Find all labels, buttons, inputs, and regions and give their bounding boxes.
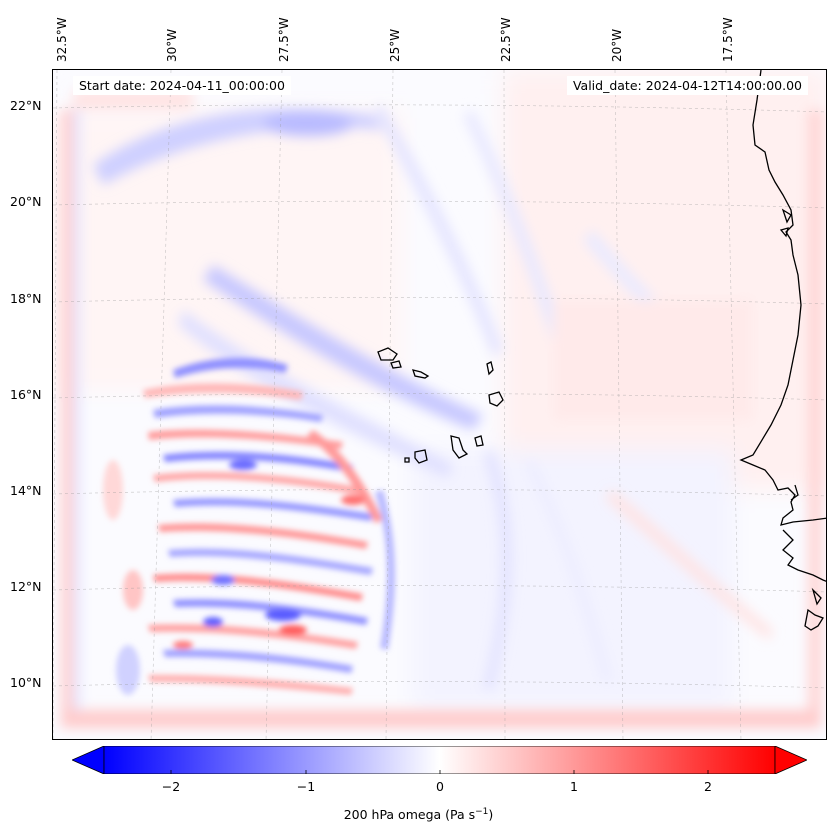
- cape-verde-santiago: [450, 435, 469, 459]
- lon-label-30W: 30°W: [165, 28, 179, 62]
- lon-label-27.5W: 27.5°W: [277, 17, 291, 62]
- omega-field-map: [53, 70, 826, 739]
- map-panel: Start date: 2024-04-11_00:00:00 Valid_da…: [52, 69, 827, 740]
- lat-label-10N: 10°N: [10, 675, 42, 690]
- cape-verde-brava: [404, 457, 410, 463]
- lat-label-22N: 22°N: [10, 98, 42, 113]
- graticule: [53, 70, 826, 739]
- africa-coastline: [739, 70, 826, 526]
- lon-label-22.5W: 22.5°W: [499, 17, 513, 62]
- cape-verde-sal: [486, 361, 494, 376]
- colorbar: [72, 746, 807, 774]
- coastlines: [377, 70, 826, 631]
- colorbar-tick-neg1: −1: [296, 779, 316, 794]
- lat-label-14N: 14°N: [10, 483, 42, 498]
- colorbar-title: 200 hPa omega (Pa s−1): [343, 807, 494, 823]
- lat-label-18N: 18°N: [10, 291, 42, 306]
- lon-label-25W: 25°W: [388, 28, 402, 62]
- colorbar-tick-neg2: −2: [161, 779, 181, 794]
- cape-verde-maio: [474, 435, 484, 447]
- colorbar-tick-marks: [170, 770, 709, 774]
- wave-disturbances: [103, 358, 395, 695]
- start-date-label: Start date: 2024-04-11_00:00:00: [73, 76, 291, 95]
- lon-label-20W: 20°W: [610, 28, 624, 62]
- colorbar-extend-max: [774, 746, 807, 774]
- colorbar-tick-2: 2: [704, 779, 712, 794]
- cape-verde-santo-antao: [377, 347, 398, 361]
- lat-label-20N: 20°N: [10, 194, 42, 209]
- boundary-zone: [61, 90, 822, 728]
- lat-label-12N: 12°N: [10, 579, 42, 594]
- colorbar-extend-min: [72, 746, 105, 774]
- colorbar-tick-0: 0: [436, 779, 444, 794]
- colorbar-gradient: [103, 746, 776, 774]
- valid-date-label: Valid_date: 2024-04-12T14:00:00.00: [566, 76, 808, 95]
- lat-label-16N: 16°N: [10, 387, 42, 402]
- lon-label-32.5W: 32.5°W: [55, 17, 69, 62]
- cape-verde-fogo: [414, 449, 428, 464]
- colorbar-tick-1: 1: [570, 779, 578, 794]
- lon-label-17.5W: 17.5°W: [721, 17, 735, 62]
- cape-verde-sao-vicente: [390, 360, 402, 369]
- cape-verde-boa-vista: [488, 391, 504, 407]
- cape-verde-sao-nicolau: [412, 369, 430, 379]
